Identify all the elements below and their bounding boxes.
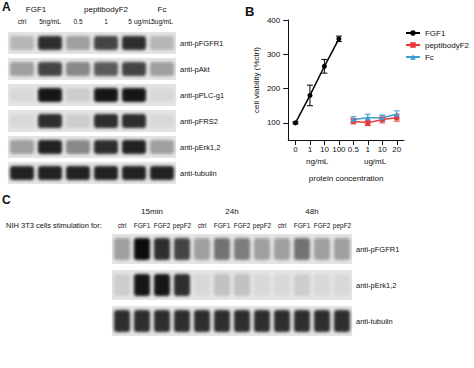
svg-text:Fc: Fc — [425, 53, 434, 62]
svg-text:FGF2: FGF2 — [314, 222, 331, 229]
svg-text:anti-pFGFR1: anti-pFGFR1 — [356, 245, 399, 254]
svg-text:B: B — [245, 4, 254, 19]
svg-text:300: 300 — [267, 50, 281, 59]
svg-text:20: 20 — [392, 145, 401, 154]
svg-text:0.5: 0.5 — [348, 145, 360, 154]
svg-text:FGF1: FGF1 — [425, 29, 446, 38]
svg-text:10: 10 — [320, 145, 329, 154]
svg-text:1: 1 — [366, 145, 371, 154]
svg-text:anti-pErk1,2: anti-pErk1,2 — [180, 143, 220, 152]
svg-text:24h: 24h — [225, 207, 238, 216]
svg-text:100: 100 — [267, 118, 281, 127]
svg-text:0.5: 0.5 — [73, 18, 82, 25]
svg-text:400: 400 — [267, 16, 281, 25]
svg-text:pepF2: pepF2 — [173, 222, 192, 230]
svg-text:1: 1 — [104, 18, 108, 25]
svg-text:FGF1: FGF1 — [294, 222, 311, 229]
svg-text:pepF2: pepF2 — [333, 222, 352, 230]
svg-text:FGF1: FGF1 — [214, 222, 231, 229]
svg-text:peptibodyF2: peptibodyF2 — [84, 5, 129, 14]
svg-text:ug/mL: ug/mL — [134, 18, 152, 26]
svg-text:peptibodyF2: peptibodyF2 — [425, 41, 470, 50]
svg-text:ctrl: ctrl — [278, 222, 287, 229]
svg-text:ug/mL: ug/mL — [364, 157, 387, 166]
svg-text:Fc: Fc — [158, 5, 167, 14]
svg-text:FGF1: FGF1 — [26, 5, 47, 14]
svg-text:ng/mL: ng/mL — [306, 157, 329, 166]
svg-text:FGF2: FGF2 — [234, 222, 251, 229]
svg-text:anti-pFRS2: anti-pFRS2 — [180, 117, 218, 126]
svg-text:15min: 15min — [141, 207, 163, 216]
svg-text:anti-pAkt: anti-pAkt — [180, 65, 211, 74]
svg-text:ctrl: ctrl — [118, 222, 127, 229]
svg-text:5ng/mL: 5ng/mL — [39, 18, 61, 26]
svg-text:anti-pPLC-g1: anti-pPLC-g1 — [180, 91, 224, 100]
svg-text:200: 200 — [267, 84, 281, 93]
svg-text:10: 10 — [378, 145, 387, 154]
svg-text:A: A — [2, 0, 11, 14]
svg-text:FGF1: FGF1 — [134, 222, 151, 229]
svg-text:anti-tubulin: anti-tubulin — [356, 317, 393, 326]
svg-text:48h: 48h — [305, 207, 318, 216]
svg-text:100: 100 — [332, 145, 346, 154]
svg-text:0: 0 — [293, 145, 298, 154]
svg-text:C: C — [2, 193, 11, 207]
svg-text:ctrl: ctrl — [198, 222, 207, 229]
svg-text:anti-tubulin: anti-tubulin — [180, 169, 217, 178]
svg-text:ctrl: ctrl — [18, 18, 27, 25]
svg-text:cell viability (%ctrl): cell viability (%ctrl) — [252, 47, 261, 113]
svg-text:anti-pFGFR1: anti-pFGFR1 — [180, 39, 223, 48]
svg-text:5ug/mL: 5ug/mL — [151, 18, 173, 26]
svg-text:pepF2: pepF2 — [253, 222, 272, 230]
svg-text:FGF2: FGF2 — [154, 222, 171, 229]
svg-text:protein concentration: protein concentration — [309, 174, 384, 183]
svg-text:1: 1 — [308, 145, 313, 154]
svg-text:NIH 3T3 cells stimulation for:: NIH 3T3 cells stimulation for: — [6, 221, 102, 230]
svg-text:5: 5 — [128, 18, 132, 25]
svg-text:anti-pErk1,2: anti-pErk1,2 — [356, 281, 396, 290]
